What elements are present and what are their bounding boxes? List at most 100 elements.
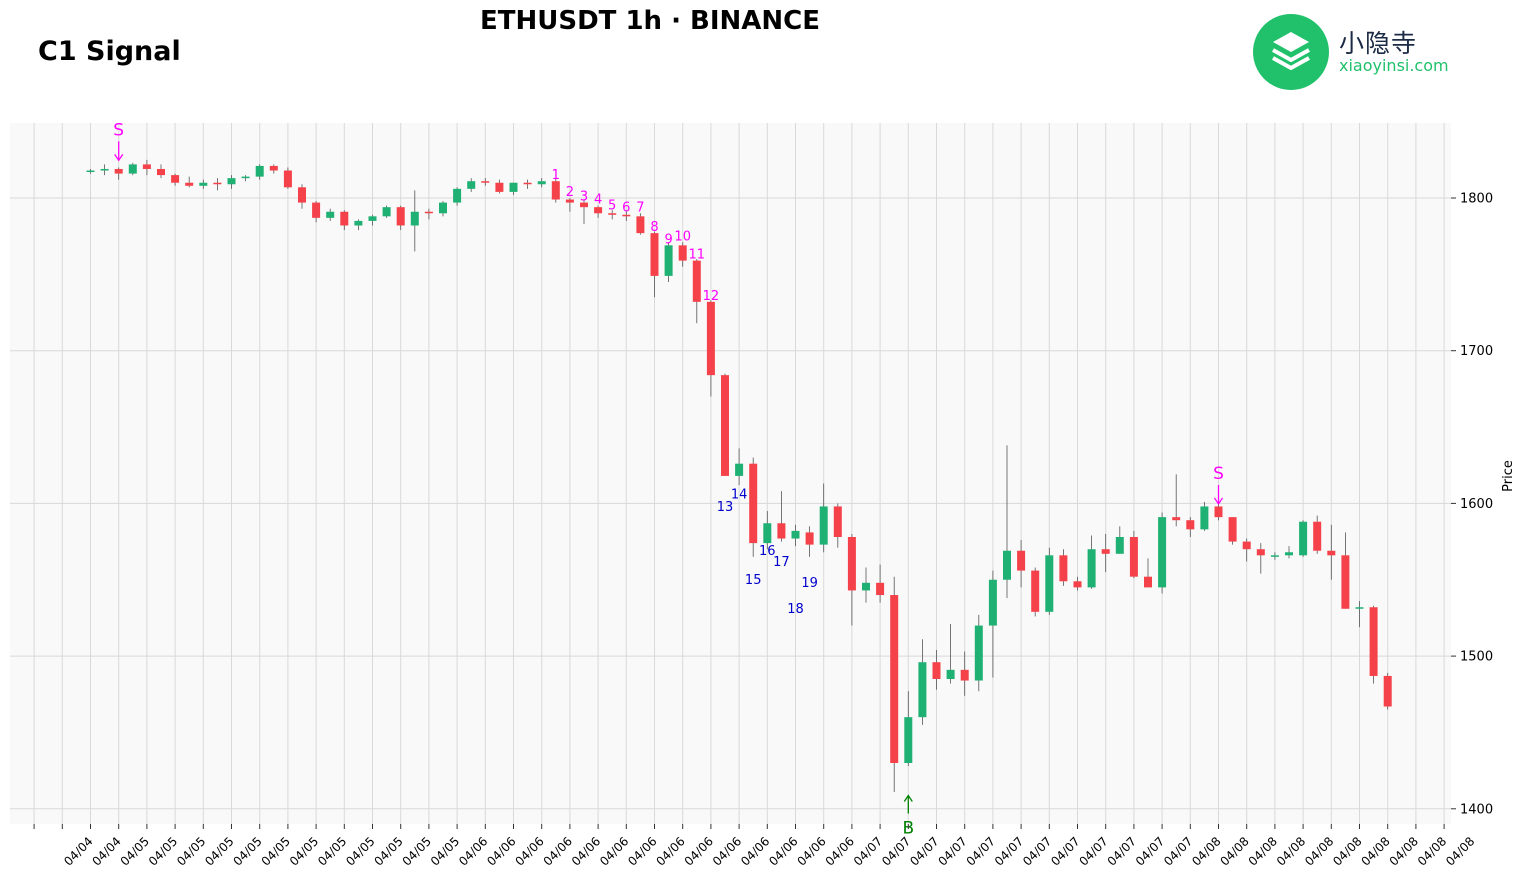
x-tick-label: 04/04 (89, 834, 123, 868)
candle-down (114, 168, 123, 174)
grid-lines (10, 123, 1451, 824)
candle-up (946, 669, 955, 680)
candle-up (537, 181, 546, 185)
candle-down (1369, 607, 1378, 676)
y-tick-label: 1400 (1460, 802, 1493, 817)
x-tick-label: 04/08 (1330, 834, 1364, 868)
chart-title: ETHUSDT 1h · BINANCE (479, 6, 821, 36)
x-tick-label: 04/07 (1105, 834, 1139, 868)
y-tick-label: 1600 (1460, 497, 1493, 512)
sell-marker-label: S (1213, 464, 1224, 484)
candle-down (1242, 541, 1251, 550)
candle-down (594, 207, 603, 214)
candle-down (721, 375, 729, 476)
candle-down (298, 187, 306, 203)
candle-down (1073, 581, 1082, 588)
x-tick-label: 04/05 (174, 834, 208, 868)
candle-up (1200, 506, 1209, 530)
x-tick-label: 04/08 (1217, 834, 1251, 868)
x-tick-label: 04/08 (1415, 834, 1449, 868)
candle-down (1327, 550, 1336, 556)
count-label: 13 (717, 500, 734, 515)
candle-down (580, 202, 588, 208)
count-label: 16 (759, 544, 776, 559)
candle-up (974, 625, 983, 681)
candle-up (1355, 607, 1364, 609)
y-tick-label: 1800 (1460, 192, 1493, 207)
x-tick-label: 04/08 (1358, 834, 1392, 868)
sell-arrow-head (1213, 497, 1224, 506)
candle-down (269, 165, 278, 171)
candle-up (255, 165, 264, 177)
candle-up (904, 717, 913, 763)
x-tick-label: 04/07 (964, 834, 998, 868)
candle-up (1087, 549, 1096, 588)
count-label: 1 (552, 168, 560, 183)
candle-up (453, 188, 462, 203)
logo-text-en: xiaoyinsi.com (1339, 56, 1449, 75)
x-tick-label: 04/07 (992, 834, 1026, 868)
x-tick-label: 04/07 (907, 834, 941, 868)
x-tick-label: 04/07 (879, 834, 913, 868)
x-tick-label: 04/07 (1020, 834, 1054, 868)
candle-down (932, 662, 941, 680)
candle-down (312, 202, 321, 218)
candle-down (833, 506, 842, 537)
buy-arrow-head (903, 794, 913, 802)
count-label: 12 (703, 289, 720, 304)
x-tick-label: 04/06 (512, 834, 546, 868)
y-axis-label: Price (1501, 460, 1516, 492)
candle-down (142, 164, 151, 169)
candle-up (1270, 555, 1279, 557)
candle-down (622, 214, 631, 217)
x-tick-label: 04/05 (371, 834, 405, 868)
candle-down (1144, 576, 1152, 588)
x-tick-label: 04/06 (625, 834, 659, 868)
x-tick-label: 04/05 (118, 834, 152, 868)
layers-icon (1253, 14, 1329, 90)
candle-down (283, 170, 292, 188)
x-tick-label: 04/08 (1274, 834, 1308, 868)
candle-down (777, 523, 786, 539)
candle-down (523, 182, 532, 185)
candle-down (213, 182, 222, 185)
candles (86, 159, 1392, 793)
candle-down (1186, 520, 1195, 530)
candle-up (735, 463, 744, 476)
candle-down (608, 213, 617, 215)
count-label: 18 (787, 602, 804, 617)
x-tick-label: 04/05 (400, 834, 434, 868)
candle-up (1299, 521, 1308, 556)
candle-up (664, 245, 673, 276)
candle-up (368, 216, 377, 221)
x-tick-label: 04/05 (202, 834, 236, 868)
chart-subtitle: C1 Signal (38, 36, 181, 67)
logo-text-cn: 小隐寺 (1339, 29, 1418, 58)
candle-down (960, 669, 969, 681)
candle-up (199, 182, 208, 186)
count-label: 9 (664, 232, 672, 247)
candle-down (565, 199, 574, 203)
candle-down (678, 245, 687, 261)
candle-up (439, 202, 447, 214)
y-axis: 1400 1500 1600 1700 1800 (1451, 192, 1493, 817)
count-label: 5 (608, 199, 616, 214)
count-label: 11 (689, 248, 706, 263)
x-tick-label: 04/07 (1076, 834, 1110, 868)
candle-down (805, 532, 814, 545)
candle-down (396, 207, 405, 226)
candle-up (1115, 536, 1124, 554)
count-label: 4 (594, 193, 602, 208)
candle-down (1101, 549, 1110, 554)
candle-up (227, 178, 236, 185)
count-label: 19 (801, 576, 818, 591)
x-tick-label: 04/06 (766, 834, 800, 868)
candle-down (1256, 549, 1265, 556)
x-axis: 04/0404/0404/0504/0504/0504/0504/0504/05… (33, 824, 1477, 869)
candle-down (340, 211, 349, 226)
candle-up (410, 211, 419, 226)
x-tick-label: 04/05 (343, 834, 377, 868)
x-tick-label: 04/06 (541, 834, 575, 868)
x-tick-label: 04/06 (597, 834, 631, 868)
